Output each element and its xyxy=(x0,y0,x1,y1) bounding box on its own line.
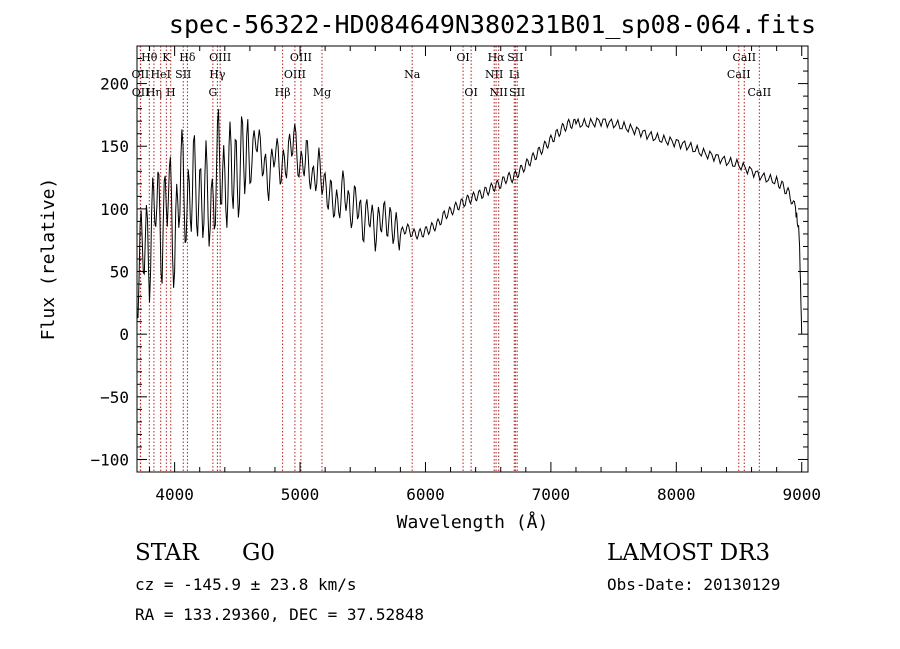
object-class: STAR xyxy=(135,540,199,566)
survey-name: LAMOST DR3 xyxy=(607,540,771,566)
spectral-line-label: Mg xyxy=(313,86,331,99)
spectral-line-label: G xyxy=(208,86,217,99)
spectral-line-label: Na xyxy=(404,68,421,81)
spectral-line-label: OII xyxy=(132,86,150,99)
redshift-velocity: cz = -145.9 ± 23.8 km/s xyxy=(135,575,357,594)
spectrum-chart: spec-56322-HD084649N380231B01_sp08-064.f… xyxy=(38,10,821,533)
spectral-line-label: CaII xyxy=(732,51,756,64)
y-tick-label: 200 xyxy=(100,75,129,94)
spectral-line-label: HeI xyxy=(150,68,170,81)
spectral-line-label: K xyxy=(162,51,171,64)
spectral-line-label: NII xyxy=(490,86,508,99)
plot-frame xyxy=(136,45,809,473)
y-tick-label: 100 xyxy=(100,200,129,219)
spectral-line-label: Li xyxy=(509,68,520,81)
spectral-line-label: CaII xyxy=(727,68,751,81)
x-tick-label: 4000 xyxy=(155,485,194,504)
x-tick-label: 7000 xyxy=(532,485,571,504)
spectral-line-label: NII xyxy=(485,68,503,81)
spectral-line-label: Hα xyxy=(488,51,506,64)
spectral-line-label: SII xyxy=(175,68,191,81)
coordinates: RA = 133.29360, DEC = 37.52848 xyxy=(135,605,424,624)
spectral-line-label: OIII xyxy=(209,51,231,64)
y-tick-label: −100 xyxy=(90,450,129,469)
spectral-line-label: H xyxy=(166,86,176,99)
x-tick-label: 8000 xyxy=(657,485,696,504)
spectral-line-label: Hβ xyxy=(275,86,291,99)
y-tick-label: 0 xyxy=(119,325,129,344)
spectral-line-label: SII xyxy=(509,86,525,99)
spectral-line-label: Hθ xyxy=(141,51,158,64)
y-tick-label: 50 xyxy=(110,263,129,282)
spectral-line-label: OI xyxy=(464,86,477,99)
y-axis-label: Flux (relative) xyxy=(38,178,59,341)
spectral-line-label: Hδ xyxy=(179,51,196,64)
spectrum-line xyxy=(136,109,803,335)
spectral-line-label: OIII xyxy=(284,68,306,81)
object-subclass: G0 xyxy=(242,540,276,566)
spectral-line-label: SII xyxy=(507,51,523,64)
y-tick-label: −50 xyxy=(100,388,129,407)
x-tick-label: 5000 xyxy=(281,485,320,504)
spectral-line-label: Hγ xyxy=(209,68,226,81)
spectral-line-label: CaII xyxy=(748,86,772,99)
y-tick-label: 150 xyxy=(100,137,129,156)
spectral-line-label: OIII xyxy=(290,51,312,64)
spectral-line-label: Hη xyxy=(146,86,162,99)
x-axis-label: Wavelength (Å) xyxy=(397,511,549,533)
observation-date: Obs-Date: 20130129 xyxy=(607,575,781,594)
x-tick-label: 6000 xyxy=(406,485,445,504)
spectral-line-label: OI xyxy=(456,51,469,64)
chart-title: spec-56322-HD084649N380231B01_sp08-064.f… xyxy=(169,10,816,39)
x-tick-label: 9000 xyxy=(782,485,821,504)
